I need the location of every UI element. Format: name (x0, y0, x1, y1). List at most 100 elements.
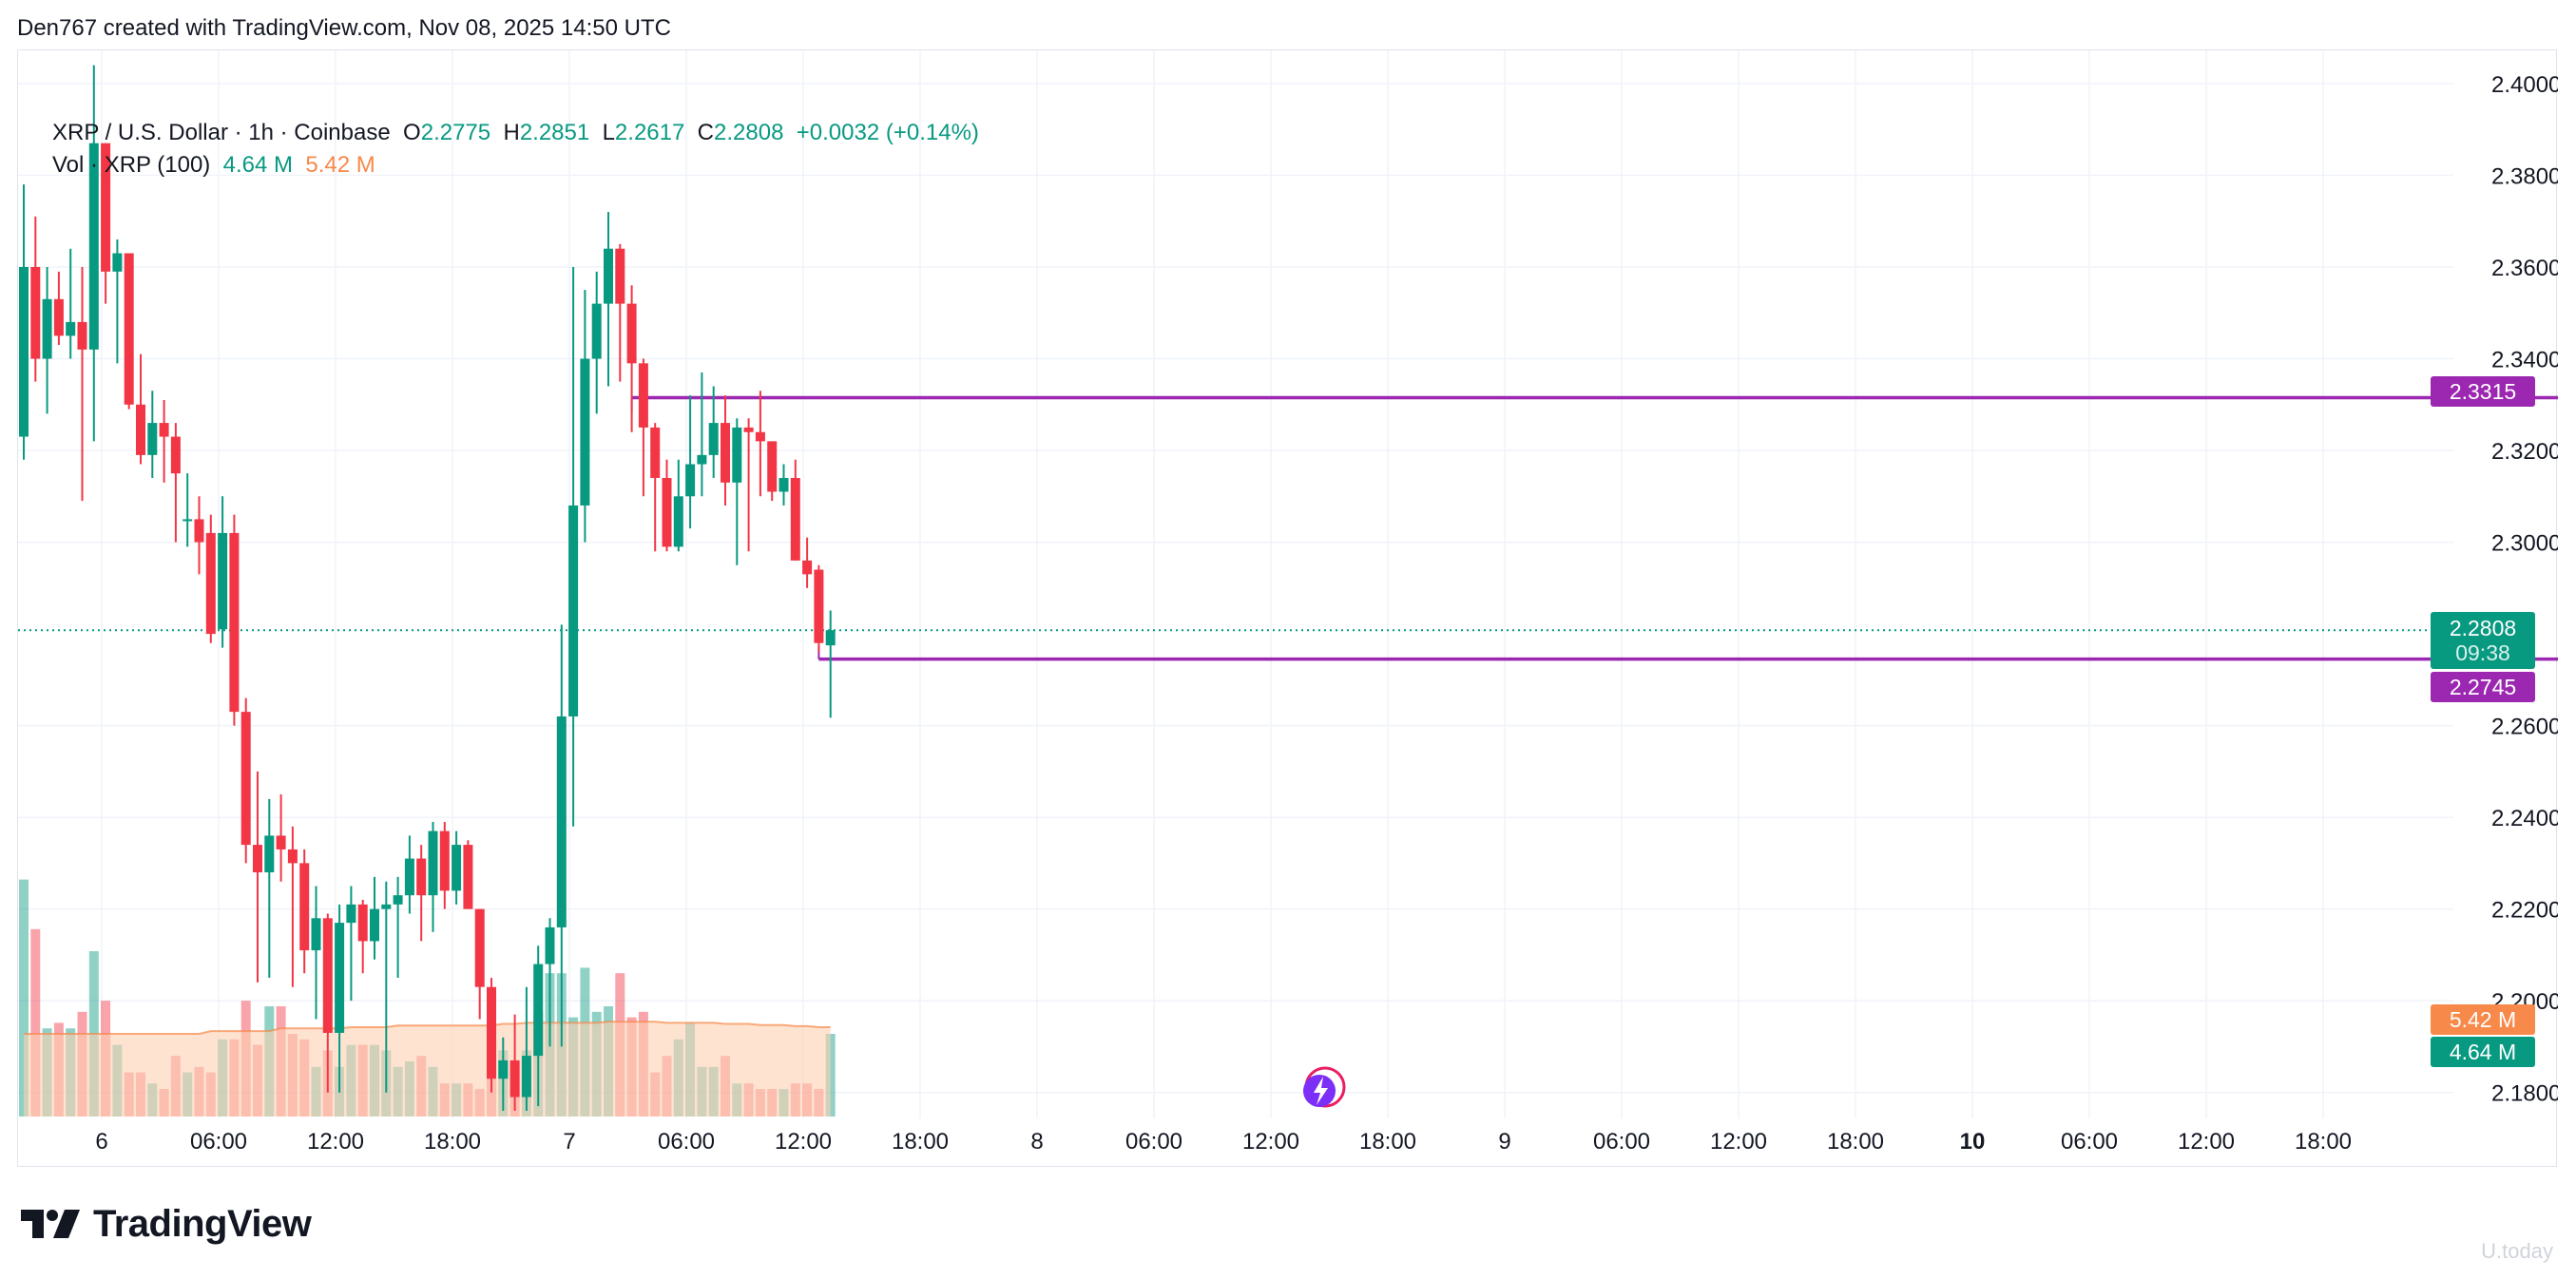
candle-body (615, 248, 625, 304)
x-tick-label: 12:00 (2178, 1129, 2235, 1155)
legend-high-label: H (503, 120, 520, 145)
x-tick-label: 9 (1498, 1129, 1510, 1155)
bar-countdown: 09:38 (2455, 640, 2510, 665)
candle-body (604, 248, 613, 304)
candle-body (66, 321, 76, 336)
candle-body (30, 267, 41, 359)
candle-body (428, 830, 438, 896)
tradingview-logo[interactable]: TradingView (21, 1202, 312, 1245)
axis-layer: 2.4000 2.3800 2.3600 2.3400 2.3200 2.3000 2.26… (95, 72, 2558, 1155)
y-tick-label: 2.3600 (2491, 256, 2558, 281)
candle-body (264, 835, 275, 873)
candle-body (370, 908, 379, 942)
candle-body (638, 363, 648, 428)
y-tick-label: 2.1800 (2491, 1081, 2558, 1107)
lower-level-tag[interactable]: 2.2745 (2431, 672, 2535, 702)
level-layer[interactable] (18, 395, 2558, 661)
candle-body (229, 532, 240, 713)
candle-body (463, 845, 473, 909)
volume-ma-line (24, 1021, 831, 1035)
candle-body (673, 496, 683, 547)
candle-body (136, 404, 145, 455)
chart-frame[interactable]: 2.4000 2.3800 2.3600 2.3400 2.3200 2.3000 2.26… (17, 49, 2558, 1168)
x-tick-label: 12:00 (775, 1129, 832, 1155)
x-tick-label: 18:00 (1827, 1129, 1884, 1155)
candle-body (335, 923, 345, 1033)
y-tick-label: 2.2600 (2491, 715, 2558, 740)
candle-body (509, 1059, 520, 1098)
candle-body (194, 519, 204, 543)
chart-canvas[interactable]: 2.4000 2.3800 2.3600 2.3400 2.3200 2.3000 2.26… (18, 50, 2558, 1168)
candle-body (42, 298, 52, 359)
candle-body (743, 427, 754, 432)
x-tick-label: 18:00 (2295, 1129, 2352, 1155)
candle-body (124, 253, 134, 405)
candle-body (19, 267, 29, 437)
candle-body (88, 143, 99, 350)
legend-low: 2.2617 (614, 120, 685, 145)
candle-body (299, 863, 310, 951)
last-price-tag[interactable]: 2.2808 09:38 (2431, 612, 2535, 669)
candle-body (416, 858, 427, 896)
candle-body (439, 830, 450, 891)
x-tick-label: 12:00 (1242, 1129, 1299, 1155)
candle-body (112, 253, 123, 272)
y-tick-label: 2.2400 (2491, 806, 2558, 831)
legend-change: +0.0032 (+0.14%) (796, 120, 979, 145)
legend-symbol: XRP / U.S. Dollar · 1h · Coinbase (52, 120, 391, 145)
grid-layer (18, 50, 2453, 1118)
legend-high: 2.2851 (519, 120, 590, 145)
legend-close: 2.2808 (714, 120, 784, 145)
y-tick-label: 2.3000 (2491, 531, 2558, 557)
candle-body (393, 895, 403, 905)
x-tick-label: 06:00 (1593, 1129, 1650, 1155)
candle-body (802, 560, 813, 575)
candle-body (183, 519, 193, 522)
x-tick-label: 18:00 (1359, 1129, 1416, 1155)
x-tick-label: 18:00 (424, 1129, 481, 1155)
candle-body (533, 964, 544, 1057)
x-tick-label: 6 (95, 1129, 107, 1155)
candle-body (708, 423, 719, 455)
candle-body (147, 423, 158, 455)
upper-level-tag[interactable]: 2.3315 (2431, 376, 2535, 407)
candle-body (545, 926, 555, 964)
candle-body (580, 358, 590, 506)
candle-body (357, 904, 368, 942)
candle-body (556, 716, 567, 927)
candle-body (452, 845, 462, 891)
chart-legend: XRP / U.S. Dollar · 1h · Coinbase O2.277… (52, 117, 979, 181)
candle-body (487, 986, 496, 1079)
legend-volume-label: Vol · XRP (100) (52, 152, 211, 178)
x-tick-label: 06:00 (190, 1129, 247, 1155)
candle-body (498, 1059, 509, 1079)
candle-body (322, 918, 333, 1033)
candle-body (205, 532, 216, 635)
tradingview-logo-text: TradingView (93, 1202, 312, 1245)
volume-bar (30, 928, 41, 1117)
y-tick-label: 2.3200 (2491, 439, 2558, 465)
volume-layer (19, 879, 836, 1117)
candle-body (662, 478, 672, 547)
x-tick-label: 18:00 (892, 1129, 949, 1155)
candle-body (170, 436, 181, 474)
candle-body (381, 904, 392, 909)
legend-volume-value: 4.64 M (222, 152, 294, 178)
candle-body (346, 904, 356, 924)
candle-body (101, 143, 111, 272)
candle-body (650, 427, 661, 478)
candle-body (732, 427, 742, 483)
candle-body (77, 321, 87, 350)
tradingview-logo-icon (21, 1210, 80, 1238)
x-tick-label: 12:00 (1710, 1129, 1767, 1155)
volume-ma-tag: 5.42 M (2431, 1004, 2535, 1035)
chart-credit: Den767 created with TradingView.com, Nov… (17, 15, 671, 41)
volume-bar (19, 879, 29, 1117)
alert-badge[interactable] (1303, 1066, 1346, 1108)
candle-body (218, 532, 228, 630)
x-tick-label: 12:00 (307, 1129, 364, 1155)
candle-body (721, 423, 730, 483)
legend-volume-row: Vol · XRP (100) 4.64 M 5.42 M (52, 149, 979, 181)
x-tick-label: 7 (563, 1129, 575, 1155)
x-tick-label: 06:00 (658, 1129, 715, 1155)
